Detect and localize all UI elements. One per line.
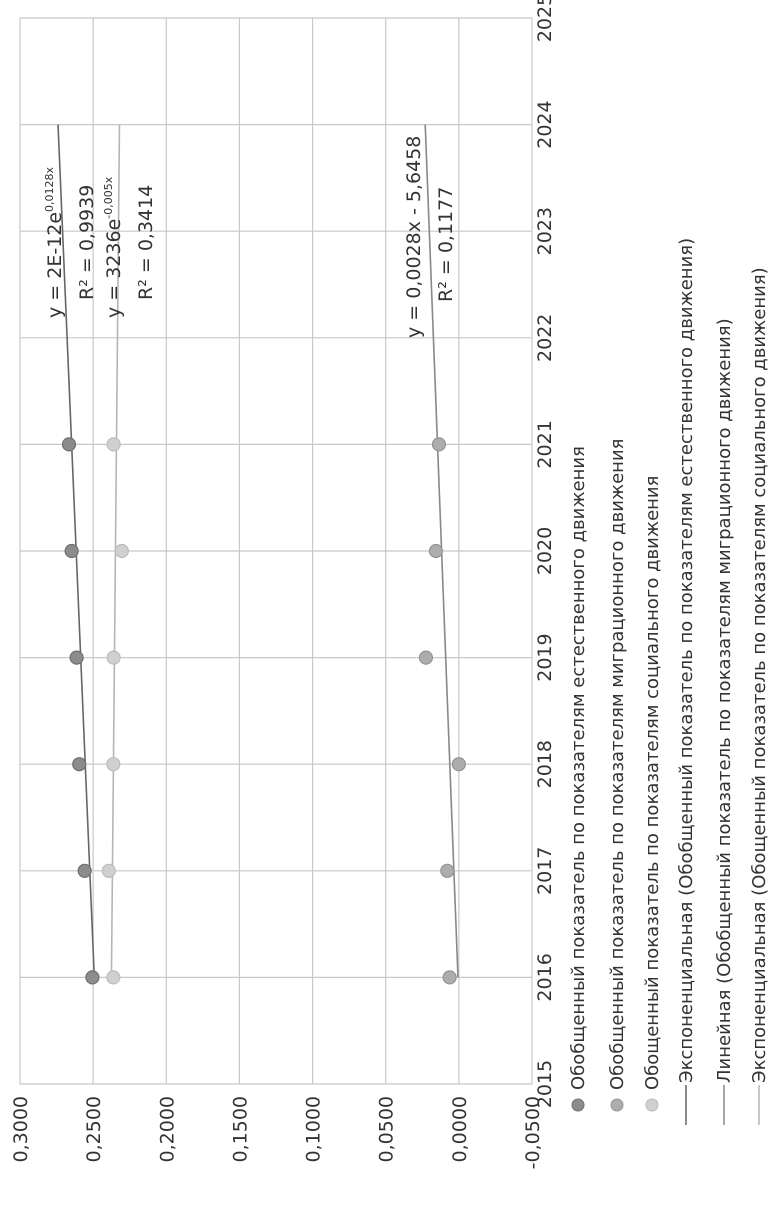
legend-label-migration: Обобщенный показатель по показателям миг…	[607, 439, 628, 1090]
legend-label-trend-migration: Линейная (Обобщенный показатель по показ…	[714, 318, 735, 1083]
point-social-2020	[114, 543, 129, 559]
value-tick-label: -0,0500	[522, 1096, 544, 1169]
point-social-2021	[106, 437, 121, 452]
legend-marker-natural	[571, 1098, 585, 1112]
year-tick-label: 2017	[534, 847, 556, 895]
legend-marker-social	[645, 1098, 659, 1112]
value-tick-label: 0,1500	[229, 1096, 251, 1162]
value-tick-label: 0,0500	[376, 1096, 398, 1162]
trend-r2-social: R² = 0,3414	[135, 185, 157, 300]
year-tick-label: 2025	[534, 0, 556, 42]
point-natural-2016	[85, 970, 100, 985]
value-tick-label: 0,2000	[156, 1096, 178, 1162]
year-tick-label: 2024	[534, 100, 556, 148]
data-points	[61, 437, 466, 985]
legend-label-natural: Обобщенный показатель по показателям ест…	[568, 446, 589, 1090]
point-migration-2019	[418, 650, 434, 665]
legend-label-trend-social: Экспоненциальная (Обощенный показатель п…	[749, 267, 770, 1083]
legend-label-social: Обощенный показатель по показателям соци…	[642, 476, 663, 1090]
legend-marker-migration	[610, 1098, 624, 1112]
trend-r2-migration: R² = 0,1177	[435, 187, 457, 302]
point-migration-2016	[442, 970, 457, 985]
value-tick-label: 0,1000	[303, 1096, 325, 1162]
legend-item-trend-natural: Экспоненциальная (Обобщенный показатель …	[676, 238, 697, 1125]
grid-lines	[19, 17, 533, 1085]
point-natural-2021	[61, 437, 77, 452]
value-tick-label: 0,2500	[83, 1096, 105, 1162]
point-social-2016	[106, 970, 121, 985]
legend-item-trend-social: Экспоненциальная (Обощенный показатель п…	[749, 267, 770, 1125]
year-tick-label: 2023	[534, 207, 556, 255]
point-natural-2017	[77, 863, 92, 878]
point-migration-2018	[451, 757, 466, 772]
legend-item-migration: Обобщенный показатель по показателям миг…	[607, 439, 628, 1112]
equation-labels: y = 2E-12e0,0128x R² = 0,9939 y = 3236e-…	[43, 136, 457, 338]
point-social-2017	[101, 863, 116, 878]
year-tick-label: 2020	[534, 527, 556, 575]
year-axis-labels: 2015 2016 2017 2018 2019 2020 2021 2022 2023 2024…	[534, 0, 556, 1108]
point-social-2019	[106, 650, 121, 665]
point-migration-2021	[431, 437, 447, 452]
legend-item-trend-migration: Линейная (Обобщенный показатель по показ…	[714, 318, 735, 1125]
trend-r2-natural: R² = 0,9939	[76, 185, 98, 300]
point-natural-2018	[72, 757, 87, 772]
legend: Обобщенный показатель по показателям ест…	[568, 238, 770, 1125]
year-tick-label: 2016	[534, 953, 556, 1001]
legend-item-natural: Обобщенный показатель по показателям ест…	[568, 446, 589, 1112]
value-axis-labels: -0,0500 0,0000 0,0500 0,1000 0,1500 0,2000 0,2…	[10, 1096, 544, 1169]
value-tick-label: 0,3000	[10, 1096, 32, 1162]
point-natural-2020	[64, 543, 79, 559]
legend-item-social: Обощенный показатель по показателям соци…	[642, 476, 663, 1112]
point-migration-2017	[440, 863, 455, 878]
point-social-2018	[106, 757, 121, 772]
value-tick-label: 0,0000	[449, 1096, 471, 1162]
point-natural-2019	[69, 650, 84, 665]
year-tick-label: 2019	[534, 633, 556, 681]
year-tick-label: 2015	[534, 1060, 556, 1108]
legend-label-trend-natural: Экспоненциальная (Обобщенный показатель …	[676, 238, 697, 1083]
point-migration-2020	[428, 543, 443, 559]
trend-equation-migration: y = 0,0028x - 5,6458	[403, 136, 425, 338]
year-tick-label: 2018	[534, 740, 556, 788]
year-tick-label: 2022	[534, 314, 556, 362]
year-tick-label: 2021	[534, 420, 556, 468]
trend-equation-social: y = 3236e-0,005x	[102, 176, 125, 318]
trend-equation-natural: y = 2E-12e0,0128x	[43, 166, 66, 318]
